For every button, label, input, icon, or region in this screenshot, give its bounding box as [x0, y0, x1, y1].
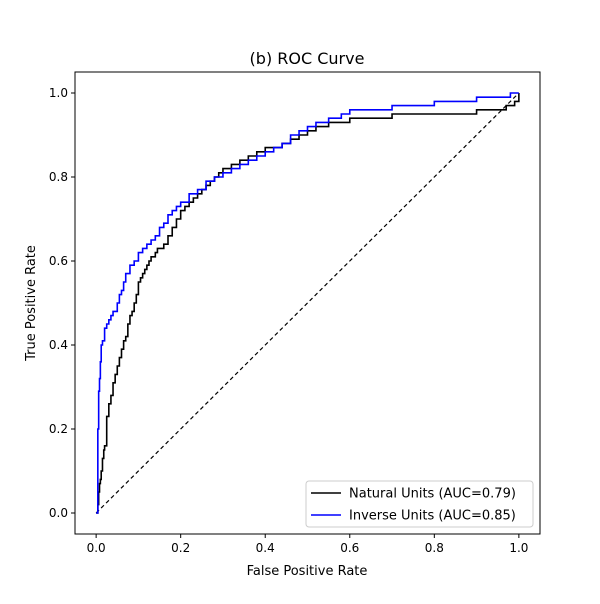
x-tick-label: 0.8	[425, 541, 444, 555]
chart-title: (b) ROC Curve	[250, 49, 365, 68]
axis-ticks: 0.0 0.2 0.4 0.6 0.8 1.0 0.0 0.2 0.4 0.6 0.8 1.0	[49, 86, 529, 555]
series-line-inverse-units	[96, 92, 519, 514]
legend-label: Inverse Units (AUC=0.85)	[349, 509, 516, 524]
x-tick-label: 1.0	[509, 541, 528, 555]
plot-area	[95, 92, 520, 514]
series-line-natural-units	[96, 93, 520, 514]
y-tick-label: 0.6	[49, 254, 68, 268]
legend-box	[305, 480, 534, 528]
legend: Natural Units (AUC=0.79) Inverse Units (A…	[305, 480, 534, 528]
y-tick-label: 0.0	[49, 506, 68, 520]
chance-diagonal-line	[95, 92, 520, 514]
x-axis-label: False Positive Rate	[247, 564, 368, 579]
x-tick-label: 0.0	[87, 541, 106, 555]
y-tick-label: 0.4	[49, 338, 68, 352]
x-tick-label: 0.2	[171, 541, 190, 555]
y-tick-label: 1.0	[49, 86, 68, 100]
x-tick-label: 0.4	[256, 541, 275, 555]
y-axis-label: True Positive Rate	[24, 245, 39, 362]
y-tick-label: 0.2	[49, 422, 68, 436]
x-tick-label: 0.6	[340, 541, 359, 555]
y-tick-label: 0.8	[49, 170, 68, 184]
legend-label: Natural Units (AUC=0.79)	[349, 487, 516, 502]
plot-frame	[74, 71, 541, 535]
